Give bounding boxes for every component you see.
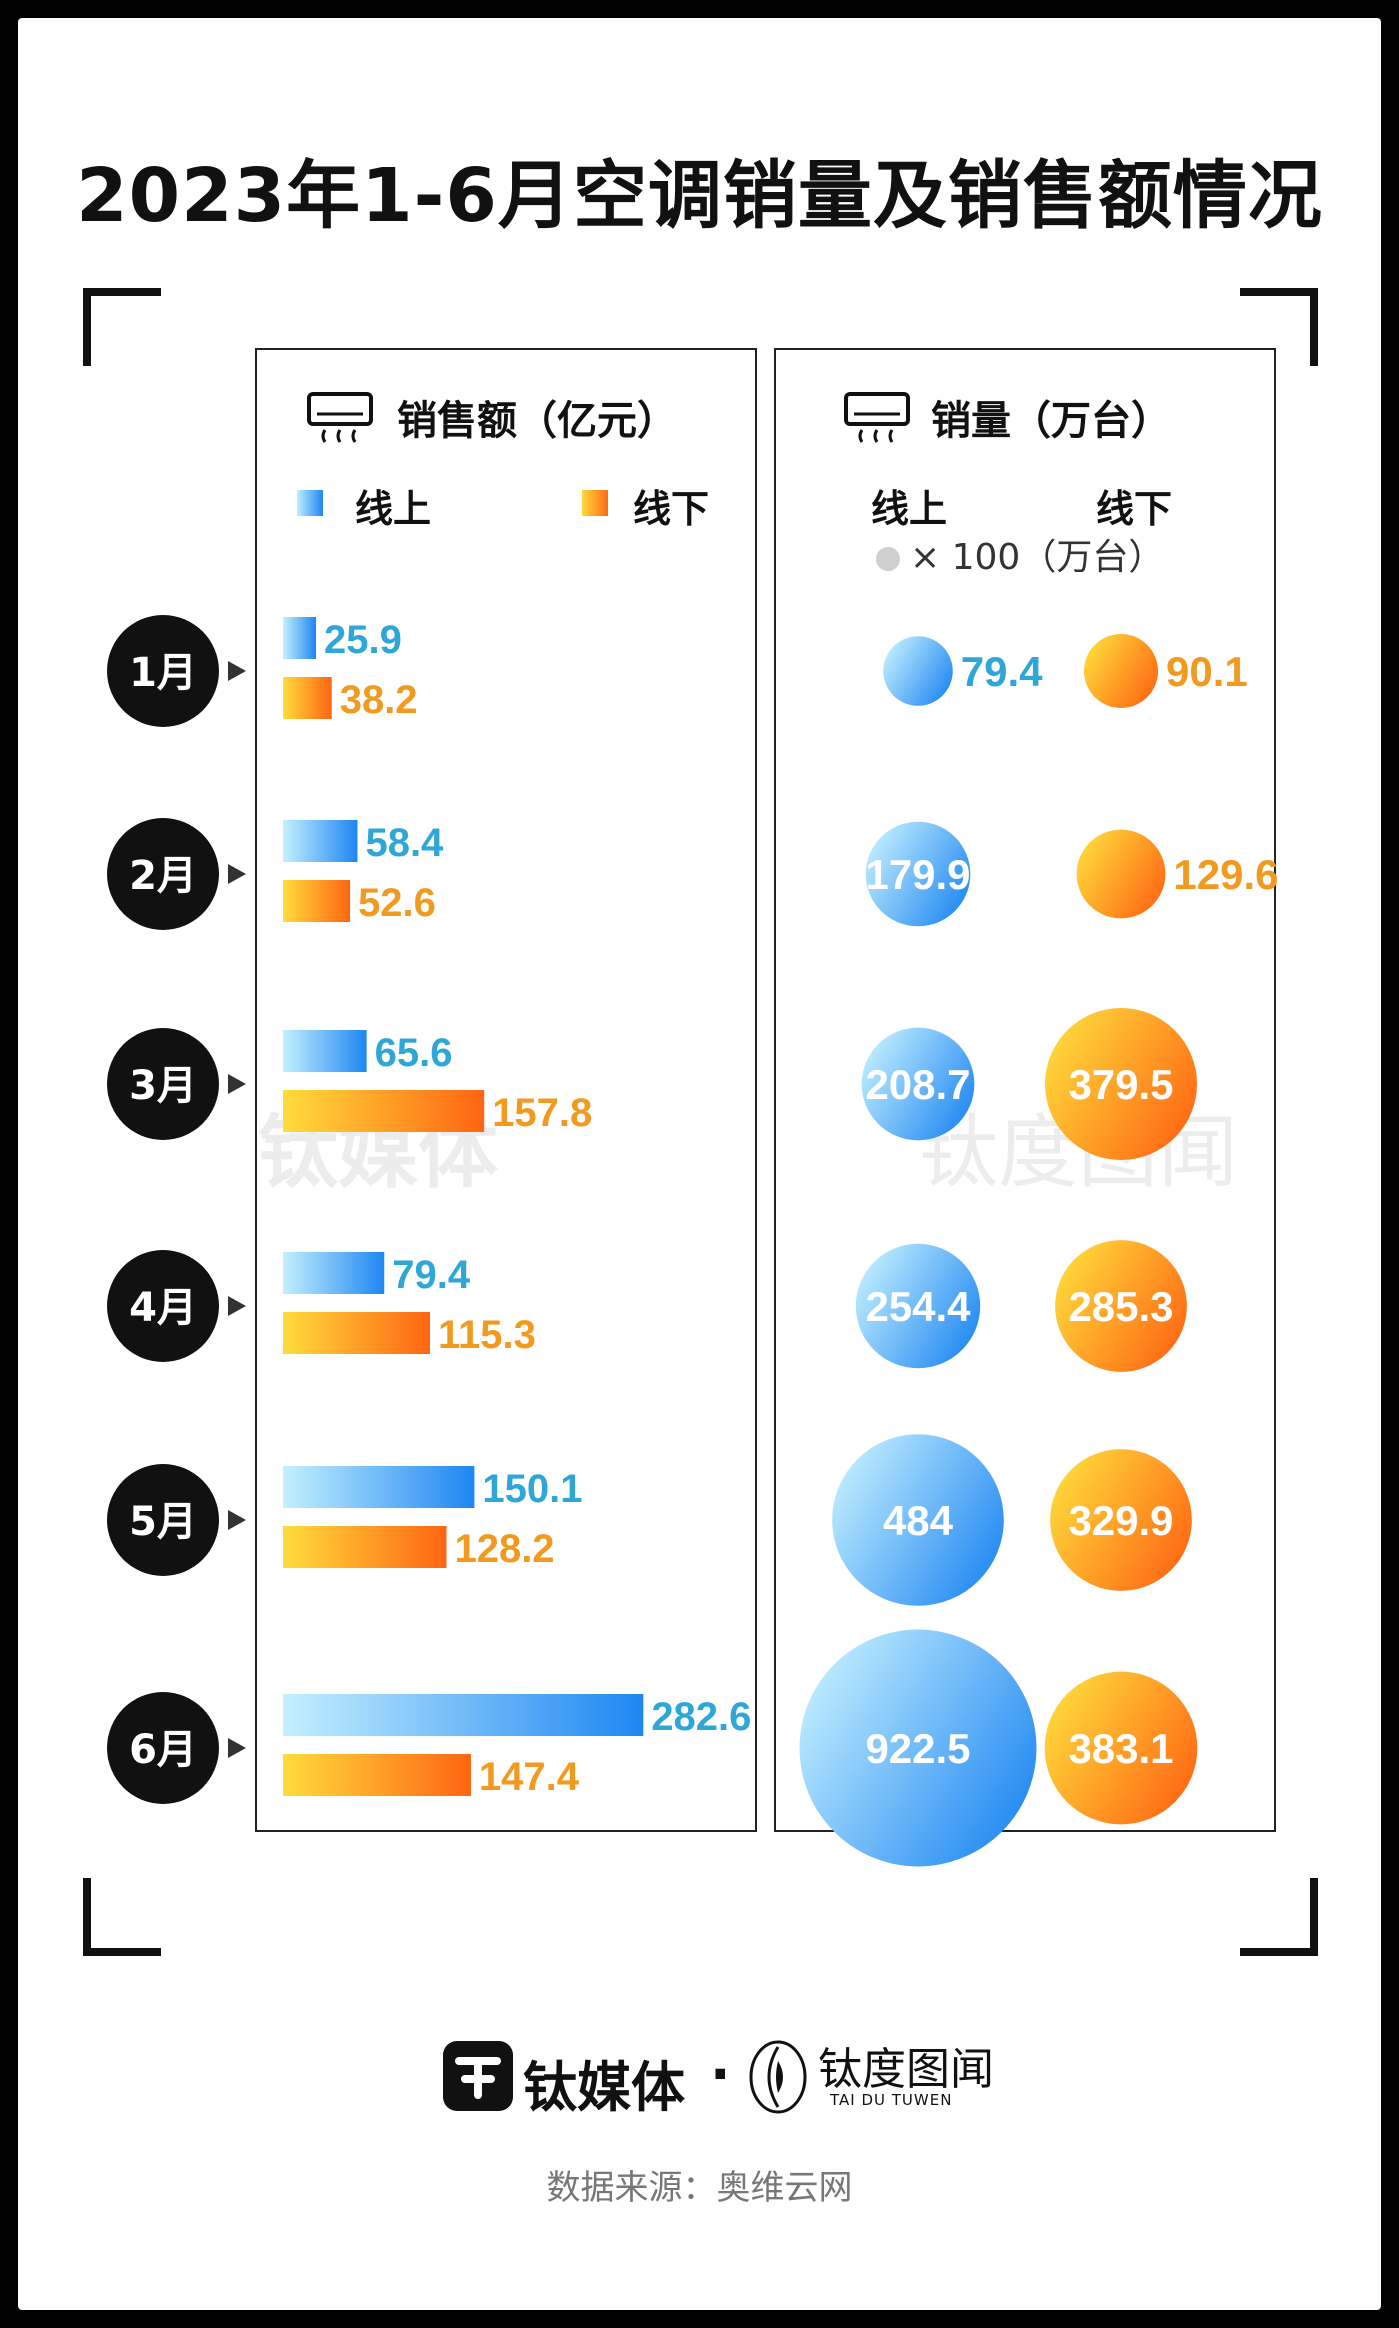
online-revenue-label: 65.6 xyxy=(375,1031,453,1075)
online-volume-bubble xyxy=(799,1629,1037,1867)
row-arrow-icon xyxy=(228,864,246,884)
footer-brand2: 钛度图闻 xyxy=(818,2044,994,2095)
chart-svg: 1月 2月 3月 4月 5月 6月 25.9 38.2 58.4 52.6 65.6 157.8 79.… xyxy=(107,615,1279,1867)
legend-online-label: 线上 xyxy=(355,487,432,531)
online-volume-label: 922.5 xyxy=(865,1725,970,1772)
online-volume-label: 484 xyxy=(883,1497,954,1544)
month-badge-label: 1月 xyxy=(129,650,197,696)
offline-volume-label: 383.1 xyxy=(1068,1725,1173,1772)
data-source-note: 数据来源：奥维云网 xyxy=(546,2168,853,2208)
offline-volume-label: 379.5 xyxy=(1068,1061,1173,1108)
offline-volume-bubble xyxy=(1044,1671,1198,1825)
online-volume-label: 79.4 xyxy=(961,648,1043,695)
offline-revenue-label: 128.2 xyxy=(454,1527,554,1571)
sales-amount-title: 销售额（亿元） xyxy=(397,398,677,444)
sales-volume-title: 销量（万台） xyxy=(931,398,1171,444)
column-online-label: 线上 xyxy=(871,487,948,531)
offline-revenue-label: 157.8 xyxy=(492,1091,592,1135)
offline-volume-bubble xyxy=(1076,829,1166,919)
online-volume-bubble xyxy=(861,1027,975,1141)
corner-bracket-bottom-left xyxy=(83,1878,161,1956)
month-badge-label: 2月 xyxy=(129,853,197,899)
month-badge xyxy=(107,818,219,930)
offline-revenue-bar xyxy=(283,1526,447,1568)
offline-revenue-bar xyxy=(283,880,351,922)
corner-bracket-top-right xyxy=(1240,288,1318,366)
online-revenue-label: 150.1 xyxy=(482,1467,582,1511)
online-revenue-bar xyxy=(283,1694,644,1736)
legend-offline-label: 线下 xyxy=(633,487,710,531)
offline-revenue-label: 38.2 xyxy=(340,678,418,722)
column-offline-label: 线下 xyxy=(1096,487,1173,531)
offline-volume-bubble xyxy=(1050,1449,1192,1591)
footer-logos: 钛媒体 · 钛度图闻 TAI DU TUWEN xyxy=(18,2023,1381,2123)
month-badge xyxy=(107,1692,219,1804)
row-arrow-icon xyxy=(228,1510,246,1530)
month-badge-label: 6月 xyxy=(129,1727,197,1773)
online-volume-label: 254.4 xyxy=(865,1283,971,1330)
sales-amount-panel: 销售额（亿元） 线上 线下 xyxy=(255,348,757,1832)
online-revenue-bar xyxy=(283,820,358,862)
month-badge xyxy=(107,1028,219,1140)
offline-revenue-label: 52.6 xyxy=(358,881,436,925)
taimeiti-logo-icon xyxy=(443,2041,513,2111)
offline-volume-label: 129.6 xyxy=(1173,851,1278,898)
offline-volume-bubble xyxy=(1055,1240,1187,1372)
online-revenue-bar xyxy=(283,1252,385,1294)
online-volume-label: 179.9 xyxy=(865,851,970,898)
offline-revenue-bar xyxy=(283,1754,471,1796)
month-badge-label: 5月 xyxy=(129,1499,197,1545)
offline-volume-bubble xyxy=(1045,1008,1197,1160)
offline-volume-label: 90.1 xyxy=(1166,648,1248,695)
online-revenue-bar xyxy=(283,1466,475,1508)
air-conditioner-icon xyxy=(307,392,373,443)
corner-bracket-top-left xyxy=(83,288,161,366)
online-revenue-label: 25.9 xyxy=(324,618,402,662)
unit-note-text: × 100（万台） xyxy=(910,537,1165,578)
online-revenue-label: 282.6 xyxy=(651,1695,751,1739)
offline-revenue-label: 115.3 xyxy=(438,1313,536,1357)
offline-revenue-bar xyxy=(283,1312,431,1354)
offline-volume-label: 329.9 xyxy=(1068,1497,1173,1544)
legend-offline-swatch xyxy=(582,490,608,516)
corner-bracket-bottom-right xyxy=(1240,1878,1318,1956)
online-volume-label: 208.7 xyxy=(865,1061,970,1108)
month-badge xyxy=(107,1464,219,1576)
sales-volume-panel: 销量（万台） 线上 线下 × 100（万台） xyxy=(774,348,1276,1832)
offline-revenue-bar xyxy=(283,677,332,719)
month-badge xyxy=(107,1250,219,1362)
row-arrow-icon xyxy=(228,1296,246,1316)
offline-revenue-label: 147.4 xyxy=(479,1755,580,1799)
row-arrow-icon xyxy=(228,1074,246,1094)
footer-separator: · xyxy=(710,2043,731,2106)
page-title: 2023年1-6月空调销量及销售额情况 xyxy=(76,153,1323,239)
online-revenue-label: 58.4 xyxy=(365,821,444,865)
online-revenue-bar xyxy=(283,617,317,659)
footer-brand2-sub: TAI DU TUWEN xyxy=(830,2091,953,2109)
infographic-canvas: 2023年1-6月空调销量及销售额情况 钛媒体 钛度图闻 销售额（亿元） 线上 … xyxy=(18,18,1381,2310)
month-badge-label: 4月 xyxy=(129,1285,197,1331)
row-arrow-icon xyxy=(228,1738,246,1758)
online-volume-bubble xyxy=(832,1434,1004,1606)
unit-dot-icon xyxy=(876,547,900,571)
online-revenue-label: 79.4 xyxy=(392,1253,471,1297)
taidu-tuwen-logo-icon xyxy=(749,2040,807,2114)
row-arrow-icon xyxy=(228,661,246,681)
footer-brand1: 钛媒体 xyxy=(523,2056,685,2119)
online-revenue-bar xyxy=(283,1030,367,1072)
bubble-unit-note: × 100（万台） xyxy=(876,528,1164,580)
offline-volume-label: 285.3 xyxy=(1068,1283,1173,1330)
legend-online-swatch xyxy=(297,490,323,516)
air-conditioner-icon xyxy=(844,392,910,443)
online-volume-bubble xyxy=(855,1243,981,1369)
online-volume-bubble xyxy=(865,821,971,927)
offline-revenue-bar xyxy=(283,1090,485,1132)
online-volume-bubble xyxy=(883,636,953,706)
offline-volume-bubble xyxy=(1083,633,1159,709)
month-badge xyxy=(107,615,219,727)
month-badge-label: 3月 xyxy=(129,1063,197,1109)
